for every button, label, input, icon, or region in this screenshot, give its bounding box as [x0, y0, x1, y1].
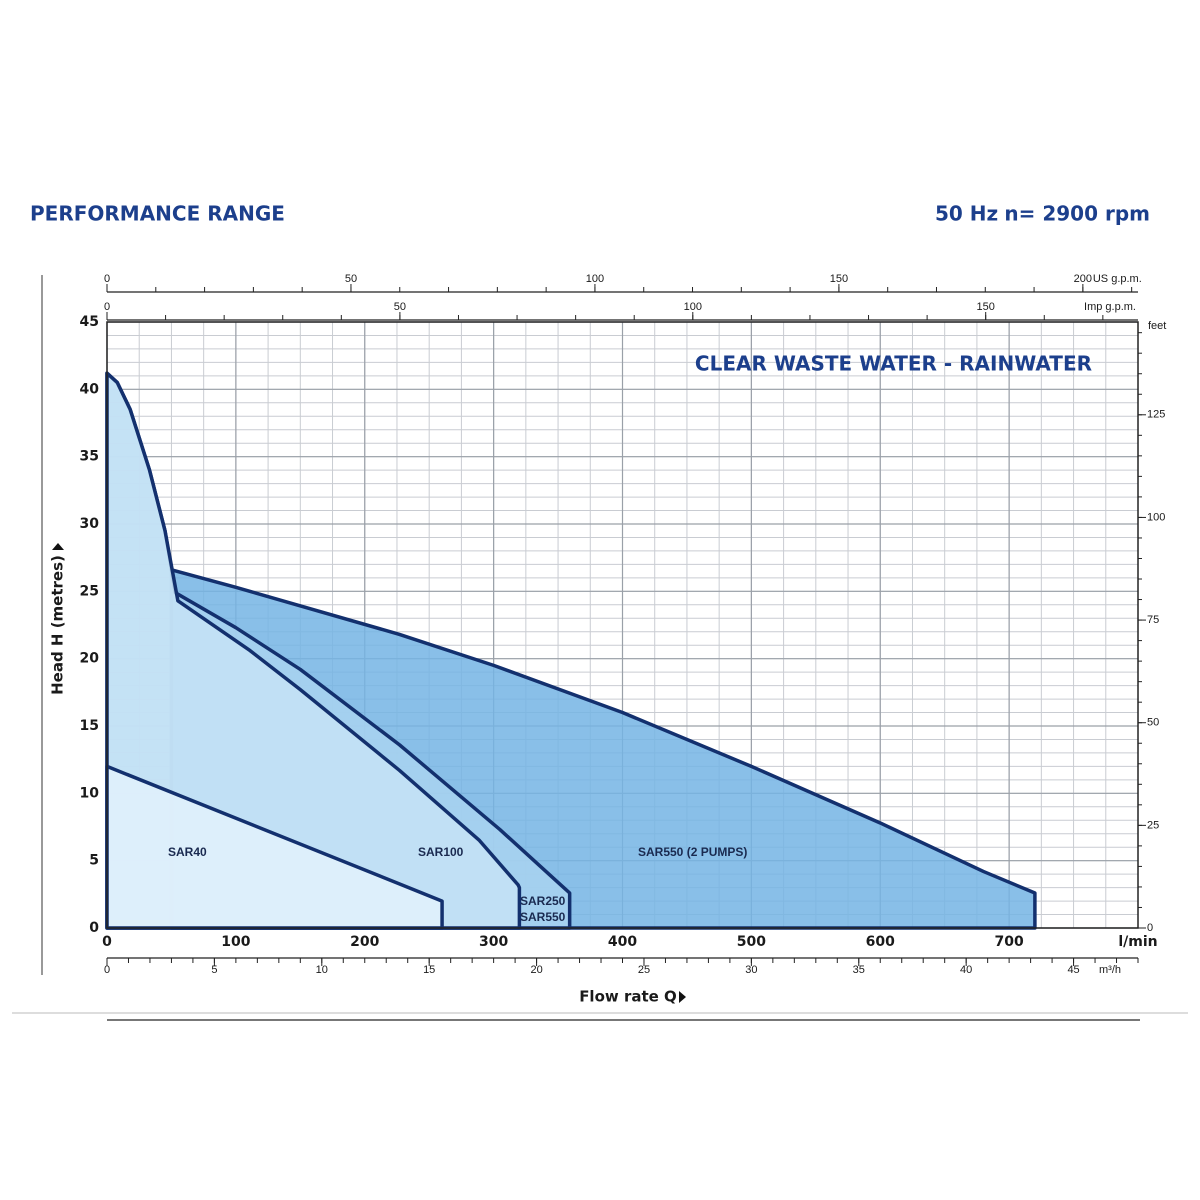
y2-tick-label: 0 — [1147, 922, 1153, 934]
y-tick-label: 30 — [80, 516, 100, 532]
x-tick-label: 400 — [608, 934, 637, 950]
series-label: SAR550 (2 PUMPS) — [638, 845, 747, 859]
annotation: CLEAR WASTE WATER - RAINWATER — [695, 352, 1092, 376]
y-tick-label: 25 — [80, 583, 99, 599]
y-tick-label: 20 — [80, 651, 100, 667]
tick-label: 30 — [745, 964, 757, 976]
tick-label: 150 — [830, 273, 848, 285]
x-tick-label: 200 — [350, 934, 379, 950]
plot-border — [106, 321, 1139, 929]
area — [105, 371, 522, 930]
tick-label: 20 — [530, 964, 542, 976]
y2-tick-label: 25 — [1147, 819, 1159, 831]
y-tick-label: 45 — [80, 314, 99, 330]
arrow — [52, 543, 64, 550]
axis-unit: US g.p.m. — [1093, 273, 1142, 285]
tick-label: 35 — [853, 964, 865, 976]
tick-label: 200 — [1074, 273, 1092, 285]
y2-tick-label: 50 — [1147, 717, 1159, 729]
x-tick-label: 100 — [221, 934, 250, 950]
tick-label: 50 — [394, 301, 406, 313]
y-tick-label: 15 — [80, 718, 99, 734]
chart-title: PERFORMANCE RANGE — [30, 202, 285, 226]
tick-label: 150 — [977, 301, 995, 313]
tick-label: 0 — [104, 964, 110, 976]
x-tick-label: 600 — [866, 934, 895, 950]
axis-unit: m³/h — [1099, 964, 1121, 976]
series-note: SAR550 — [520, 910, 566, 924]
tick-label: 100 — [684, 301, 702, 313]
x-unit: l/min — [1118, 934, 1157, 950]
tick-label: 50 — [345, 273, 357, 285]
x-tick-label: 300 — [479, 934, 508, 950]
y2-unit: feet — [1148, 320, 1166, 332]
y2-tick-label: 125 — [1147, 409, 1165, 421]
x-tick-label: 0 — [102, 934, 112, 950]
tick-label: 0 — [104, 273, 110, 285]
tick-label: 5 — [211, 964, 217, 976]
y2-tick-label: 75 — [1147, 614, 1159, 626]
tick-label: 40 — [960, 964, 972, 976]
y-tick-label: 40 — [80, 381, 100, 397]
axis-unit: Imp g.p.m. — [1084, 301, 1136, 313]
series-label: SAR250 — [520, 894, 566, 908]
tick-label: 45 — [1067, 964, 1079, 976]
speed: n= 2900 rpm — [1004, 202, 1150, 226]
y-axis-label: Head H (metres) — [49, 555, 67, 695]
y-tick-label: 10 — [80, 785, 100, 801]
y-tick-label: 0 — [89, 920, 99, 936]
tick-label: 100 — [586, 273, 604, 285]
tick-label: 15 — [423, 964, 435, 976]
x-tick-label: 700 — [995, 934, 1024, 950]
y-tick-label: 35 — [80, 449, 99, 465]
x-tick-label: 500 — [737, 934, 766, 950]
tick-label: 10 — [316, 964, 328, 976]
frequency: 50 Hz — [935, 202, 998, 226]
tick-label: 0 — [104, 301, 110, 313]
y2-tick-label: 100 — [1147, 511, 1165, 523]
arrow — [679, 991, 686, 1003]
y-tick-label: 5 — [89, 853, 99, 869]
tick-label: 25 — [638, 964, 650, 976]
series-label: SAR100 — [418, 845, 464, 859]
series-label: SAR40 — [168, 845, 207, 859]
x-axis-label: Flow rate Q — [579, 988, 677, 1006]
